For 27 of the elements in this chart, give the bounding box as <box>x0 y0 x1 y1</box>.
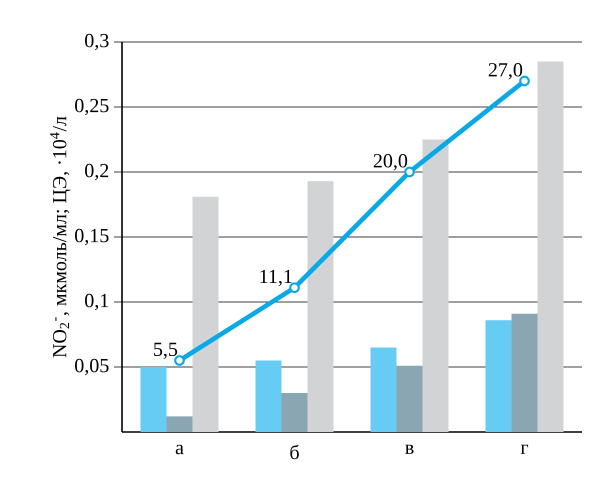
y-tick-label: 0,2 <box>85 164 108 180</box>
bar <box>140 366 167 432</box>
data-label: 5,5 <box>154 342 178 359</box>
x-tick-label: в <box>405 444 414 454</box>
y-tick-label: 0,25 <box>75 98 109 116</box>
x-tick-label: а <box>176 444 184 454</box>
x-tick-label: г <box>520 444 528 454</box>
data-label: 27,0 <box>488 63 522 80</box>
bar <box>538 61 564 432</box>
data-label: 11,1 <box>260 270 292 286</box>
bar <box>192 196 219 432</box>
bar <box>370 347 397 432</box>
bar <box>396 366 423 432</box>
bar <box>256 360 282 432</box>
bar <box>282 393 308 432</box>
y-tick-label: 0,1 <box>85 294 108 310</box>
y-tick-label: 0,15 <box>75 228 109 246</box>
bar <box>486 320 512 432</box>
y-tick-label: 0,3 <box>85 34 109 50</box>
data-label: 20,0 <box>374 154 408 170</box>
bar <box>422 139 449 432</box>
bar <box>308 181 334 432</box>
x-tick-label: б <box>290 444 299 460</box>
bar <box>166 416 193 432</box>
y-tick-label: 0,05 <box>75 358 109 376</box>
y-axis-title: NO$_{2}$$^{-}$, мкмоль/мл; ЦЭ, ·10$^{4}$/л <box>50 116 70 358</box>
bar <box>512 314 538 432</box>
